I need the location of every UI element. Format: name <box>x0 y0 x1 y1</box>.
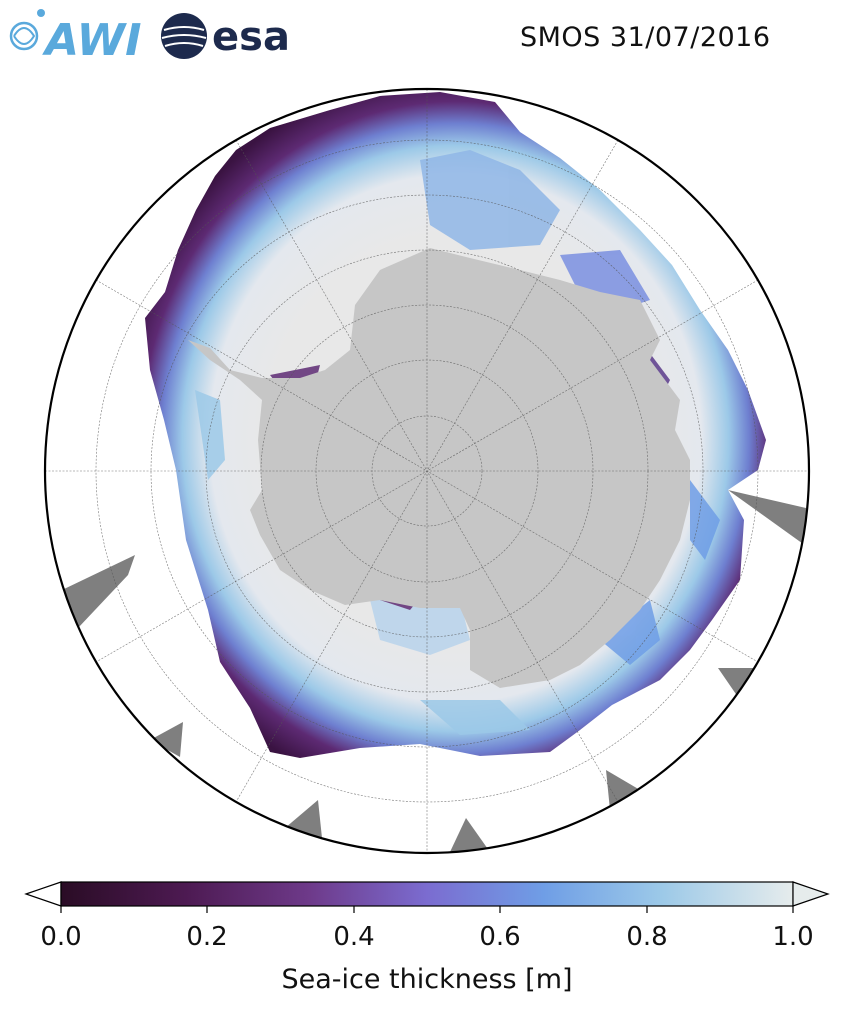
colorbar-tick-label: 0.6 <box>479 922 521 952</box>
antarctica-land <box>188 248 690 688</box>
colorbar-extend-low <box>24 881 62 907</box>
sea-ice-map <box>43 87 811 855</box>
colorbar-tick-label: 0.4 <box>333 922 375 952</box>
colorbar-gradient <box>60 881 794 907</box>
colorbar-tick-label: 0.0 <box>40 922 82 952</box>
awi-logo: AWI <box>9 9 142 66</box>
map-boundary <box>43 87 811 855</box>
colorbar-label: Sea-ice thickness [m] <box>281 964 573 995</box>
esa-logo: esa <box>161 13 290 60</box>
awi-logo-text: AWI <box>42 15 142 66</box>
colorbar-tick-label: 1.0 <box>772 922 814 952</box>
map-title: SMOS 31/07/2016 <box>520 22 771 53</box>
thin-ice-patches <box>195 150 720 735</box>
colorbar-extend-high <box>792 881 830 907</box>
colorbar-tick-label: 0.2 <box>186 922 228 952</box>
graticule <box>45 89 809 853</box>
colorbar <box>24 881 830 913</box>
colorbar-ticks <box>60 906 794 913</box>
logo-area: AWI esa <box>9 9 290 66</box>
esa-logo-text: esa <box>212 14 290 60</box>
colorbar-tick-label: 0.8 <box>626 922 668 952</box>
no-data-areas <box>62 490 806 852</box>
